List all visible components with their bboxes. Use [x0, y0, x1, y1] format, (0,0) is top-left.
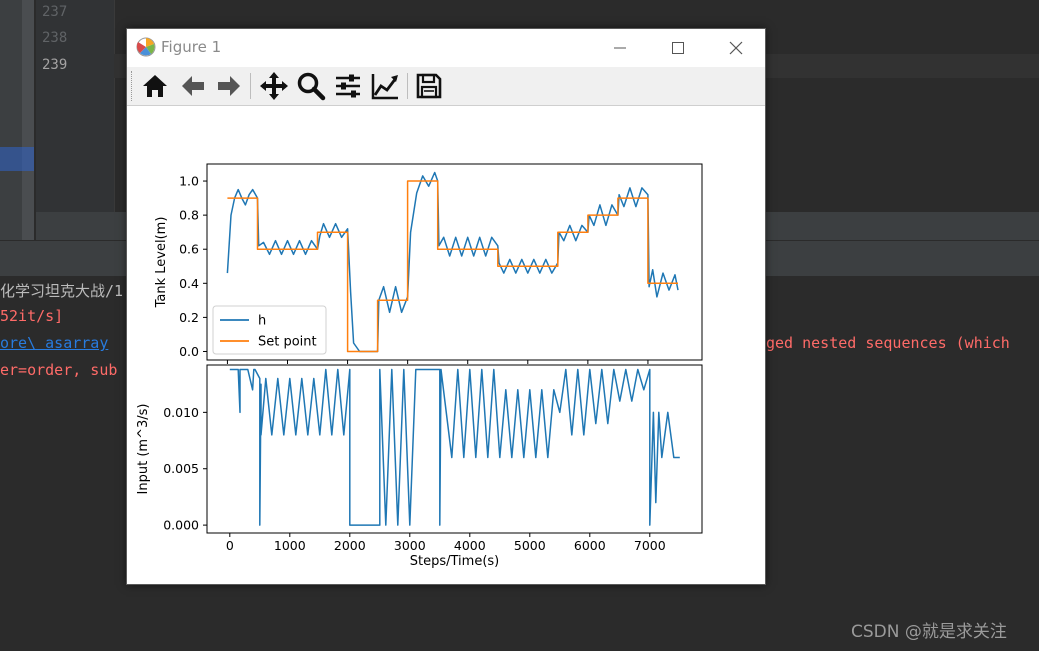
watermark: CSDN @就是求关注: [851, 622, 1007, 642]
window-titlebar[interactable]: Figure 1: [127, 29, 765, 66]
axes-frame[interactable]: [206, 364, 703, 534]
edit-axis-button[interactable]: [369, 70, 401, 102]
zoom-button[interactable]: [295, 70, 327, 102]
x-tick-label: 6000: [574, 538, 606, 553]
figure-svg[interactable]: 0 1000 2000 3000 4000 5000 6000 7000 0.0 0.2 0.4 0.…: [127, 106, 765, 584]
console-line: ged nested sequences (which: [766, 334, 1010, 352]
x-tick-label: 0: [226, 538, 234, 553]
y-axis-label: Input (m^3/s): [136, 404, 151, 495]
y-tick-label: 0.2: [179, 310, 199, 325]
close-button[interactable]: [707, 29, 765, 66]
matplotlib-logo-icon: [136, 37, 156, 57]
console-line: er=order, sub: [0, 361, 118, 379]
legend-label: Set point: [258, 335, 317, 350]
project-scrollbar[interactable]: [22, 0, 34, 240]
legend-label: h: [258, 314, 266, 329]
y-tick-label: 0.0: [179, 344, 199, 359]
pan-icon: [260, 72, 288, 100]
x-axis-label: Steps/Time(s): [410, 554, 499, 569]
toolbar-grip[interactable]: [131, 71, 135, 101]
line-number: 238: [42, 30, 68, 46]
pan-button[interactable]: [258, 70, 290, 102]
minimize-button[interactable]: [591, 29, 649, 66]
maximize-icon: [672, 41, 684, 54]
save-button[interactable]: [413, 70, 445, 102]
x-tick-label: 3000: [394, 538, 426, 553]
console-line: 化学习坦克大战/1: [0, 282, 124, 300]
toolbar-separator: [407, 73, 408, 99]
back-icon: [182, 76, 204, 96]
line-number-gutter: 237 238 239: [36, 0, 115, 212]
series-line-h: [226, 171, 679, 353]
y-tick-label: 0.005: [163, 461, 199, 476]
edit-axis-icon: [371, 74, 398, 100]
x-tick-label: 4000: [454, 538, 486, 553]
console-link[interactable]: ore\ asarray: [0, 334, 109, 352]
x-tick-label: 1000: [274, 538, 306, 553]
forward-icon: [218, 76, 240, 96]
y-tick-label: 0.8: [179, 208, 199, 223]
home-icon: [143, 75, 167, 97]
project-panel: [0, 0, 22, 240]
legend-box: [212, 305, 327, 355]
subplots-icon: [336, 74, 360, 98]
x-tick-label: 2000: [334, 538, 366, 553]
series-line-1-0: [229, 368, 680, 526]
x-tick-label: 5000: [514, 538, 546, 553]
y-axis-label: Tank Level(m): [154, 217, 169, 309]
save-icon: [416, 73, 442, 99]
maximize-button[interactable]: [649, 29, 707, 66]
y-tick-label: 0.6: [179, 242, 199, 257]
line-number-current: 239: [42, 57, 68, 73]
close-icon: [729, 41, 743, 54]
configure-subplots-button[interactable]: [332, 70, 364, 102]
y-tick-label: 0.4: [179, 276, 199, 291]
navigation-toolbar: [127, 67, 765, 106]
forward-button[interactable]: [213, 70, 245, 102]
project-selected-item[interactable]: [0, 147, 34, 171]
home-button[interactable]: [139, 70, 171, 102]
toolbar-separator: [250, 73, 251, 99]
y-tick-label: 0.000: [163, 518, 199, 533]
y-tick-label: 0.010: [163, 405, 199, 420]
y-tick-label: 1.0: [179, 174, 199, 189]
figure-window: Figure 1: [126, 28, 766, 585]
minimize-icon: [614, 47, 626, 48]
figure-canvas[interactable]: 0 1000 2000 3000 4000 5000 6000 7000 0.0 0.2 0.4 0.…: [127, 106, 765, 584]
zoom-icon: [297, 72, 326, 101]
back-button[interactable]: [177, 70, 209, 102]
console-line: 52it/s]: [0, 307, 64, 325]
window-title: Figure 1: [161, 38, 222, 56]
series-line-set-point: [227, 180, 678, 353]
x-tick-label: 7000: [634, 538, 666, 553]
line-number: 237: [42, 4, 68, 20]
